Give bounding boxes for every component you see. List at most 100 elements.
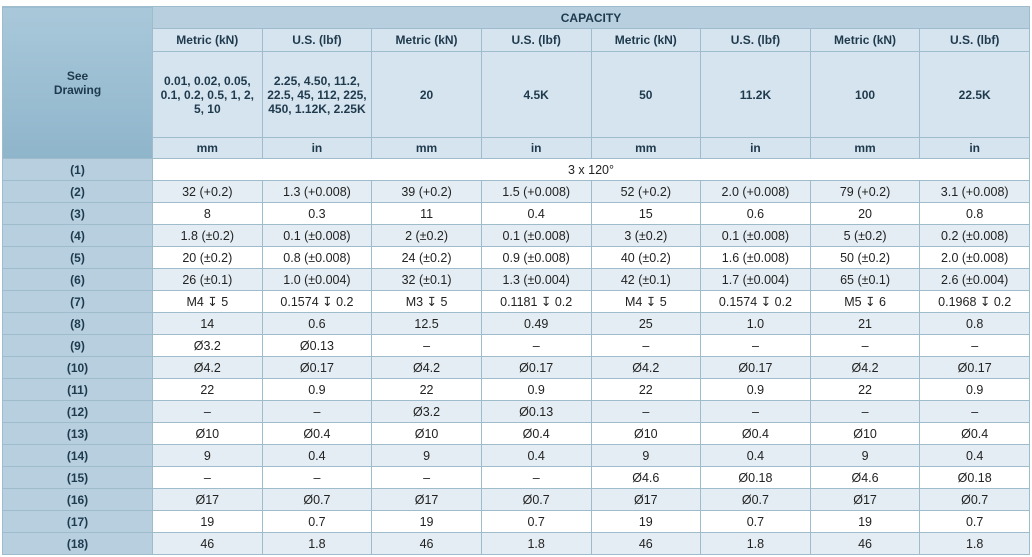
row-label: (5): [2, 246, 153, 269]
table-row: (14) 9 0.4 9 0.4 9 0.4 9 0.4: [2, 444, 1030, 467]
table-cell: –: [152, 466, 263, 489]
row-label: (16): [2, 488, 153, 511]
table-cell: 2.0 (+0.008): [700, 180, 811, 203]
table-cell: 32 (±0.1): [371, 268, 482, 291]
spec-table: See Drawing CAPACITY Metric (kN) U.S. (lbf)…: [2, 6, 1030, 555]
row-label: (1): [2, 158, 153, 181]
table-cell: –: [590, 334, 702, 357]
table-cell: –: [700, 334, 811, 357]
unit-header: mm: [371, 137, 482, 159]
table-row: Metric (kN) U.S. (lbf) Metric (kN) U.S. (lb…: [3, 28, 1030, 52]
table-cell: 22: [371, 378, 482, 401]
table-cell: –: [261, 466, 373, 489]
table-cell: –: [371, 334, 482, 357]
table-cell: 0.1181 ↧ 0.2: [480, 290, 592, 313]
table-cell: Ø0.4: [700, 422, 811, 445]
table-cell: 9: [809, 444, 921, 467]
column-header: U.S. (lbf): [261, 28, 373, 52]
table-cell: 40 (±0.2): [590, 246, 702, 269]
table-cell: 1.0 (±0.004): [261, 268, 373, 291]
table-cell: 46: [809, 532, 921, 555]
table-cell: 0.3: [261, 202, 373, 225]
table-row: (11) 22 0.9 22 0.9 22 0.9 22 0.9: [2, 378, 1030, 401]
table-cell: 20: [809, 202, 921, 225]
table-cell: 0.4: [480, 202, 592, 225]
unit-header: mm: [809, 137, 921, 159]
row-label: (9): [2, 334, 153, 357]
table-cell: –: [919, 400, 1030, 423]
table-cell: 0.1574 ↧ 0.2: [261, 290, 373, 313]
table-cell: M4 ↧ 5: [590, 290, 702, 313]
table-cell: 9: [590, 444, 702, 467]
table-cell: 0.8 (±0.008): [261, 246, 373, 269]
table-cell: 0.6: [261, 312, 373, 335]
table-cell: Ø4.2: [809, 356, 921, 379]
table-cell: 9: [371, 444, 482, 467]
table-cell: –: [371, 466, 482, 489]
column-header: U.S. (lbf): [700, 28, 811, 52]
unit-header: mm: [590, 137, 702, 159]
row-label: (3): [2, 202, 153, 225]
table-cell: 20 (±0.2): [152, 246, 263, 269]
table-cell: 1.8: [261, 532, 373, 555]
table-cell: 52 (+0.2): [590, 180, 702, 203]
column-header: U.S. (lbf): [919, 28, 1030, 52]
table-cell: 50 (±0.2): [809, 246, 921, 269]
table-cell: Ø17: [809, 488, 921, 511]
row-label: (13): [2, 422, 153, 445]
table-cell: 65 (±0.1): [809, 268, 921, 291]
table-cell: 0.1 (±0.008): [480, 224, 592, 247]
unit-header: in: [700, 137, 811, 159]
table-cell: 5 (±0.2): [809, 224, 921, 247]
table-cell: 46: [371, 532, 482, 555]
table-cell: 0.8: [919, 312, 1030, 335]
row-label: (7): [2, 290, 153, 313]
table-cell: –: [261, 400, 373, 423]
table-cell: 25: [590, 312, 702, 335]
table-row: (5) 20 (±0.2) 0.8 (±0.008) 24 (±0.2) 0.9 (±0…: [2, 246, 1030, 269]
column-header: Metric (kN): [152, 28, 263, 52]
table-cell: 0.9: [480, 378, 592, 401]
table-cell: 1.8 (±0.2): [152, 224, 263, 247]
table-row: (6) 26 (±0.1) 1.0 (±0.004) 32 (±0.1) 1.3 (±0…: [2, 268, 1030, 291]
table-cell: 1.6 (±0.008): [700, 246, 811, 269]
capacity-value: 20: [371, 51, 482, 138]
capacity-value: 2.25, 4.50, 11.2, 22.5, 45, 112, 225, 45…: [261, 51, 373, 138]
table-cell: –: [809, 334, 921, 357]
table-cell: Ø17: [152, 488, 263, 511]
row-label: (15): [2, 466, 153, 489]
table-cell: 26 (±0.1): [152, 268, 263, 291]
capacity-value: 0.01, 0.02, 0.05, 0.1, 0.2, 0.5, 1, 2, 5…: [152, 51, 263, 138]
table-cell: 19: [590, 510, 702, 533]
table-cell: 19: [809, 510, 921, 533]
table-cell: Ø0.7: [261, 488, 373, 511]
table-cell: Ø4.2: [590, 356, 702, 379]
unit-header: in: [919, 137, 1030, 159]
table-cell: Ø0.13: [261, 334, 373, 357]
table-cell: Ø10: [152, 422, 263, 445]
table-cell: Ø10: [371, 422, 482, 445]
table-cell: 22: [809, 378, 921, 401]
table-cell: 0.9: [700, 378, 811, 401]
table-cell: 0.8: [919, 202, 1030, 225]
table-cell: 0.9 (±0.008): [480, 246, 592, 269]
capacity-value: 22.5K: [919, 51, 1030, 138]
row-label: (10): [2, 356, 153, 379]
table-row: (2) 32 (+0.2) 1.3 (+0.008) 39 (+0.2) 1.5 (+0…: [2, 180, 1030, 203]
row-label: (4): [2, 224, 153, 247]
unit-header: mm: [152, 137, 263, 159]
table-cell: Ø0.17: [261, 356, 373, 379]
table-cell: 0.7: [919, 510, 1030, 533]
table-cell: Ø17: [371, 488, 482, 511]
table-row: (12) – – Ø3.2 Ø0.13– – – –: [2, 400, 1030, 423]
table-row: (17) 19 0.7 19 0.7 19 0.7 19 0.7: [2, 510, 1030, 533]
table-cell: 0.6: [700, 202, 811, 225]
table-cell: Ø0.7: [480, 488, 592, 511]
table-cell: Ø0.4: [919, 422, 1030, 445]
table-row: (1) 3 x 120°: [2, 158, 1030, 181]
table-cell: 24 (±0.2): [371, 246, 482, 269]
see-drawing-header: See Drawing: [2, 6, 153, 159]
table-cell: 0.9: [261, 378, 373, 401]
table-cell: 0.4: [919, 444, 1030, 467]
